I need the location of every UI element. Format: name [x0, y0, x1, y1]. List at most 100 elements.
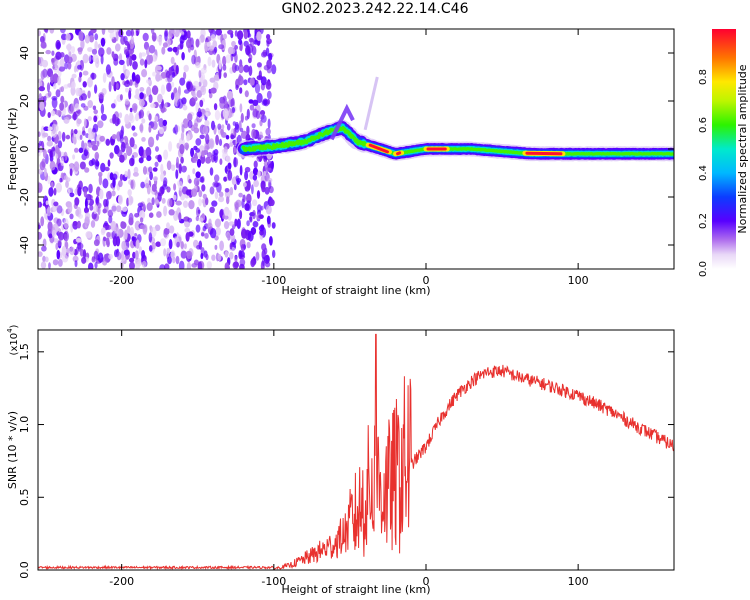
noise-blob: [103, 254, 107, 260]
noise-blob: [249, 104, 255, 111]
noise-blob: [151, 183, 157, 192]
colorbar-label: Normalized spectral amplitude: [736, 64, 749, 233]
noise-blob: [124, 98, 129, 105]
noise-blob: [77, 47, 83, 55]
noise-blob: [244, 166, 251, 173]
noise-blob: [139, 210, 146, 220]
noise-blob: [157, 192, 162, 202]
noise-blob: [242, 194, 246, 203]
noise-blob: [206, 222, 213, 230]
noise-blob: [66, 56, 73, 64]
noise-blob: [120, 221, 127, 229]
noise-blob: [96, 140, 100, 147]
noise-blob: [83, 149, 89, 157]
noise-blob: [149, 171, 154, 181]
noise-blob: [195, 215, 200, 222]
noise-blob: [252, 209, 256, 220]
noise-blob: [74, 260, 78, 268]
noise-blob: [127, 43, 131, 51]
noise-blob: [116, 251, 122, 261]
noise-blob: [118, 112, 123, 119]
noise-blob: [93, 239, 100, 247]
noise-blob: [256, 31, 262, 41]
noise-blob: [205, 133, 210, 145]
noise-blob: [64, 62, 69, 70]
noise-blob: [64, 241, 69, 250]
noise-blob: [116, 118, 121, 125]
noise-blob: [187, 120, 193, 129]
noise-blob: [83, 187, 88, 198]
noise-blob: [234, 64, 240, 72]
noise-blob: [129, 107, 133, 113]
noise-blob: [79, 161, 86, 170]
noise-blob: [237, 75, 244, 86]
noise-blob: [51, 229, 57, 238]
noise-blob: [128, 114, 135, 124]
noise-blob: [223, 72, 227, 78]
noise-blob: [207, 56, 212, 67]
noise-blob: [49, 150, 53, 158]
noise-blob: [180, 131, 185, 141]
noise-blob: [225, 231, 231, 239]
noise-blob: [149, 54, 153, 64]
noise-blob: [142, 32, 149, 42]
x-tick-label: -200: [109, 575, 134, 588]
noise-blob: [251, 128, 256, 139]
noise-blob: [148, 245, 153, 252]
noise-blob: [243, 30, 248, 40]
snr-scale-label: (x104): [6, 324, 20, 355]
noise-blob: [154, 224, 161, 232]
x-tick-label: 0: [422, 274, 429, 287]
noise-blob: [155, 146, 159, 152]
noise-blob: [120, 141, 126, 153]
noise-blob: [229, 228, 235, 236]
noise-blob: [60, 29, 66, 34]
noise-blob: [58, 66, 66, 72]
noise-blob: [185, 81, 191, 90]
noise-blob: [152, 176, 158, 182]
noise-blob: [127, 168, 131, 180]
noise-blob: [214, 191, 219, 200]
noise-blob: [138, 99, 145, 107]
noise-blob: [51, 50, 55, 56]
noise-blob: [93, 109, 98, 115]
noise-blob: [230, 46, 236, 54]
x-tick-label: -200: [109, 274, 134, 287]
noise-blob: [118, 53, 123, 62]
noise-blob: [260, 76, 267, 86]
noise-blob: [265, 254, 270, 263]
noise-blob: [254, 82, 261, 94]
noise-blob: [130, 179, 134, 189]
ridge-peak-red: [396, 151, 402, 156]
noise-blob: [90, 29, 97, 34]
noise-blob: [205, 253, 209, 261]
noise-blob: [177, 98, 184, 109]
noise-blob: [134, 250, 139, 260]
noise-blob: [44, 29, 49, 34]
noise-blob: [168, 209, 175, 216]
noise-blob: [102, 208, 107, 214]
noise-blob: [38, 182, 43, 193]
noise-blob: [239, 103, 243, 113]
noise-blob: [139, 58, 145, 66]
noise-blob: [111, 76, 115, 87]
noise-blob: [186, 133, 191, 142]
noise-blob: [93, 115, 98, 123]
noise-blob: [145, 183, 149, 189]
noise-blob: [178, 260, 185, 269]
noise-blob: [171, 71, 176, 78]
noise-blob: [121, 250, 124, 261]
noise-blob: [158, 37, 162, 46]
noise-blob: [59, 57, 65, 68]
noise-blob: [124, 49, 130, 56]
noise-blob: [119, 154, 125, 163]
colorbar-ticks: 0.0 0.2 0.4 0.6 0.8: [698, 69, 709, 277]
noise-blob: [113, 58, 119, 66]
noise-blob: [257, 134, 264, 139]
y-tick-label: -40: [18, 236, 31, 254]
noise-blob: [85, 231, 92, 239]
noise-blob: [195, 224, 201, 233]
noise-blob: [118, 59, 125, 66]
noise-blob: [195, 138, 202, 146]
